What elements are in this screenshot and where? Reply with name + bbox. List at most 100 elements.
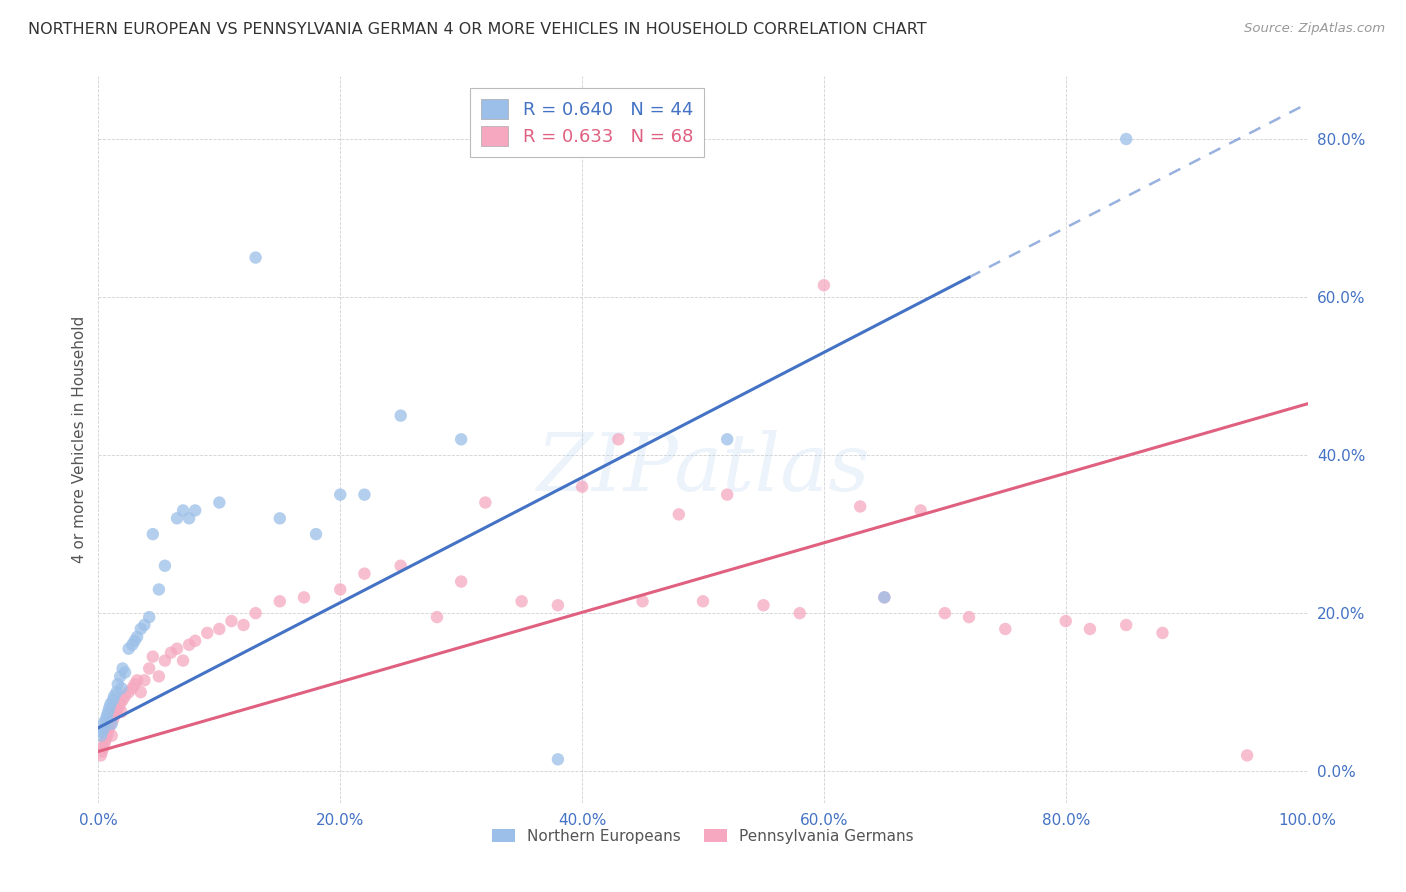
Point <box>166 511 188 525</box>
Point <box>269 511 291 525</box>
Point <box>114 689 136 703</box>
Point <box>184 633 207 648</box>
Point <box>103 689 125 703</box>
Point <box>124 633 146 648</box>
Point <box>108 669 131 683</box>
Point <box>127 630 149 644</box>
Point <box>148 669 170 683</box>
Point <box>98 721 121 735</box>
Point <box>111 661 134 675</box>
Point <box>752 599 775 613</box>
Point <box>1054 614 1077 628</box>
Point <box>305 527 328 541</box>
Point <box>245 606 267 620</box>
Point <box>571 480 593 494</box>
Point <box>142 649 165 664</box>
Point <box>96 709 118 723</box>
Point <box>97 724 120 739</box>
Point <box>100 716 122 731</box>
Point <box>1115 132 1137 146</box>
Point <box>111 693 134 707</box>
Point <box>96 729 118 743</box>
Point <box>94 732 117 747</box>
Point <box>114 665 136 680</box>
Point <box>353 488 375 502</box>
Point <box>1078 622 1101 636</box>
Point <box>245 251 267 265</box>
Point <box>90 748 112 763</box>
Point <box>121 638 143 652</box>
Point <box>153 558 176 573</box>
Point <box>101 713 124 727</box>
Text: Source: ZipAtlas.com: Source: ZipAtlas.com <box>1244 22 1385 36</box>
Point <box>474 495 496 509</box>
Point <box>389 409 412 423</box>
Point <box>148 582 170 597</box>
Point <box>692 594 714 608</box>
Point <box>329 488 352 502</box>
Point <box>129 622 152 636</box>
Point <box>873 591 896 605</box>
Point <box>934 606 956 620</box>
Point <box>134 618 156 632</box>
Point <box>93 721 115 735</box>
Point <box>208 495 231 509</box>
Point <box>179 511 201 525</box>
Point <box>910 503 932 517</box>
Point <box>110 681 132 696</box>
Legend: Northern Europeans, Pennsylvania Germans: Northern Europeans, Pennsylvania Germans <box>486 822 920 850</box>
Text: ZIPatlas: ZIPatlas <box>536 430 870 508</box>
Point <box>184 503 207 517</box>
Point <box>668 508 690 522</box>
Point <box>450 433 472 447</box>
Point <box>1236 748 1258 763</box>
Point <box>873 591 896 605</box>
Point <box>138 661 160 675</box>
Point <box>103 709 125 723</box>
Point <box>166 641 188 656</box>
Point <box>98 701 121 715</box>
Point <box>91 724 114 739</box>
Point <box>101 693 124 707</box>
Point <box>134 673 156 688</box>
Point <box>153 654 176 668</box>
Point <box>93 737 115 751</box>
Point <box>124 677 146 691</box>
Point <box>195 626 218 640</box>
Point <box>105 685 128 699</box>
Point <box>97 705 120 719</box>
Y-axis label: 4 or more Vehicles in Household: 4 or more Vehicles in Household <box>72 316 87 563</box>
Point <box>179 638 201 652</box>
Point <box>1115 618 1137 632</box>
Point <box>107 701 129 715</box>
Point <box>510 594 533 608</box>
Point <box>100 729 122 743</box>
Point <box>172 654 194 668</box>
Point <box>547 752 569 766</box>
Point <box>108 697 131 711</box>
Point <box>172 503 194 517</box>
Point <box>105 705 128 719</box>
Point <box>813 278 835 293</box>
Point <box>91 744 114 758</box>
Point <box>269 594 291 608</box>
Point <box>607 433 630 447</box>
Point <box>129 685 152 699</box>
Text: NORTHERN EUROPEAN VS PENNSYLVANIA GERMAN 4 OR MORE VEHICLES IN HOUSEHOLD CORRELA: NORTHERN EUROPEAN VS PENNSYLVANIA GERMAN… <box>28 22 927 37</box>
Point <box>100 716 122 731</box>
Point <box>789 606 811 620</box>
Point <box>91 716 114 731</box>
Point <box>426 610 449 624</box>
Point <box>353 566 375 581</box>
Point <box>716 433 738 447</box>
Point <box>160 646 183 660</box>
Point <box>127 673 149 688</box>
Point <box>329 582 352 597</box>
Point <box>90 729 112 743</box>
Point <box>232 618 254 632</box>
Point <box>994 622 1017 636</box>
Point <box>547 599 569 613</box>
Point <box>118 685 141 699</box>
Point <box>94 713 117 727</box>
Point <box>631 594 654 608</box>
